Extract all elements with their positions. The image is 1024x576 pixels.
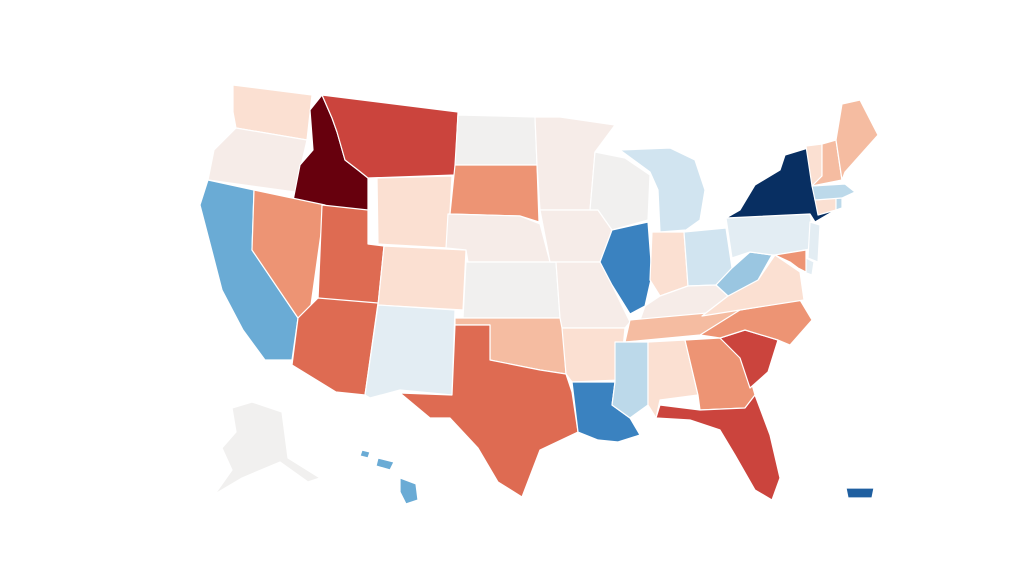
state-NM[interactable] (364, 304, 456, 399)
state-IL[interactable] (599, 221, 653, 315)
state-RI[interactable] (835, 197, 843, 211)
state-HI-big-island[interactable] (399, 477, 419, 505)
state-UT[interactable] (317, 204, 385, 306)
state-PA[interactable] (725, 213, 817, 259)
state-IA[interactable] (539, 209, 613, 263)
state-ND[interactable] (454, 114, 538, 166)
state-IN[interactable] (649, 231, 689, 297)
state-CT[interactable] (814, 197, 837, 216)
state-HI-maui[interactable] (375, 457, 395, 471)
state-ME[interactable] (835, 99, 879, 181)
state-MI[interactable] (619, 147, 706, 233)
state-SD[interactable] (449, 164, 540, 223)
state-MD[interactable] (774, 249, 807, 273)
territory-PR[interactable] (845, 487, 875, 499)
state-HI-oahu[interactable] (359, 449, 371, 459)
state-CO[interactable] (377, 245, 467, 311)
state-KS[interactable] (462, 261, 561, 319)
state-AZ[interactable] (291, 297, 379, 396)
state-AK[interactable] (214, 401, 321, 495)
state-NH[interactable] (811, 139, 843, 187)
state-WY[interactable] (376, 175, 453, 249)
state-NJ[interactable] (807, 221, 821, 263)
state-MA[interactable] (811, 183, 856, 201)
state-MS[interactable] (611, 341, 649, 419)
state-TX[interactable] (399, 324, 579, 498)
state-FL[interactable] (655, 394, 781, 501)
state-AR[interactable] (561, 327, 626, 383)
state-WI[interactable] (589, 151, 651, 231)
state-OR[interactable] (207, 127, 308, 193)
